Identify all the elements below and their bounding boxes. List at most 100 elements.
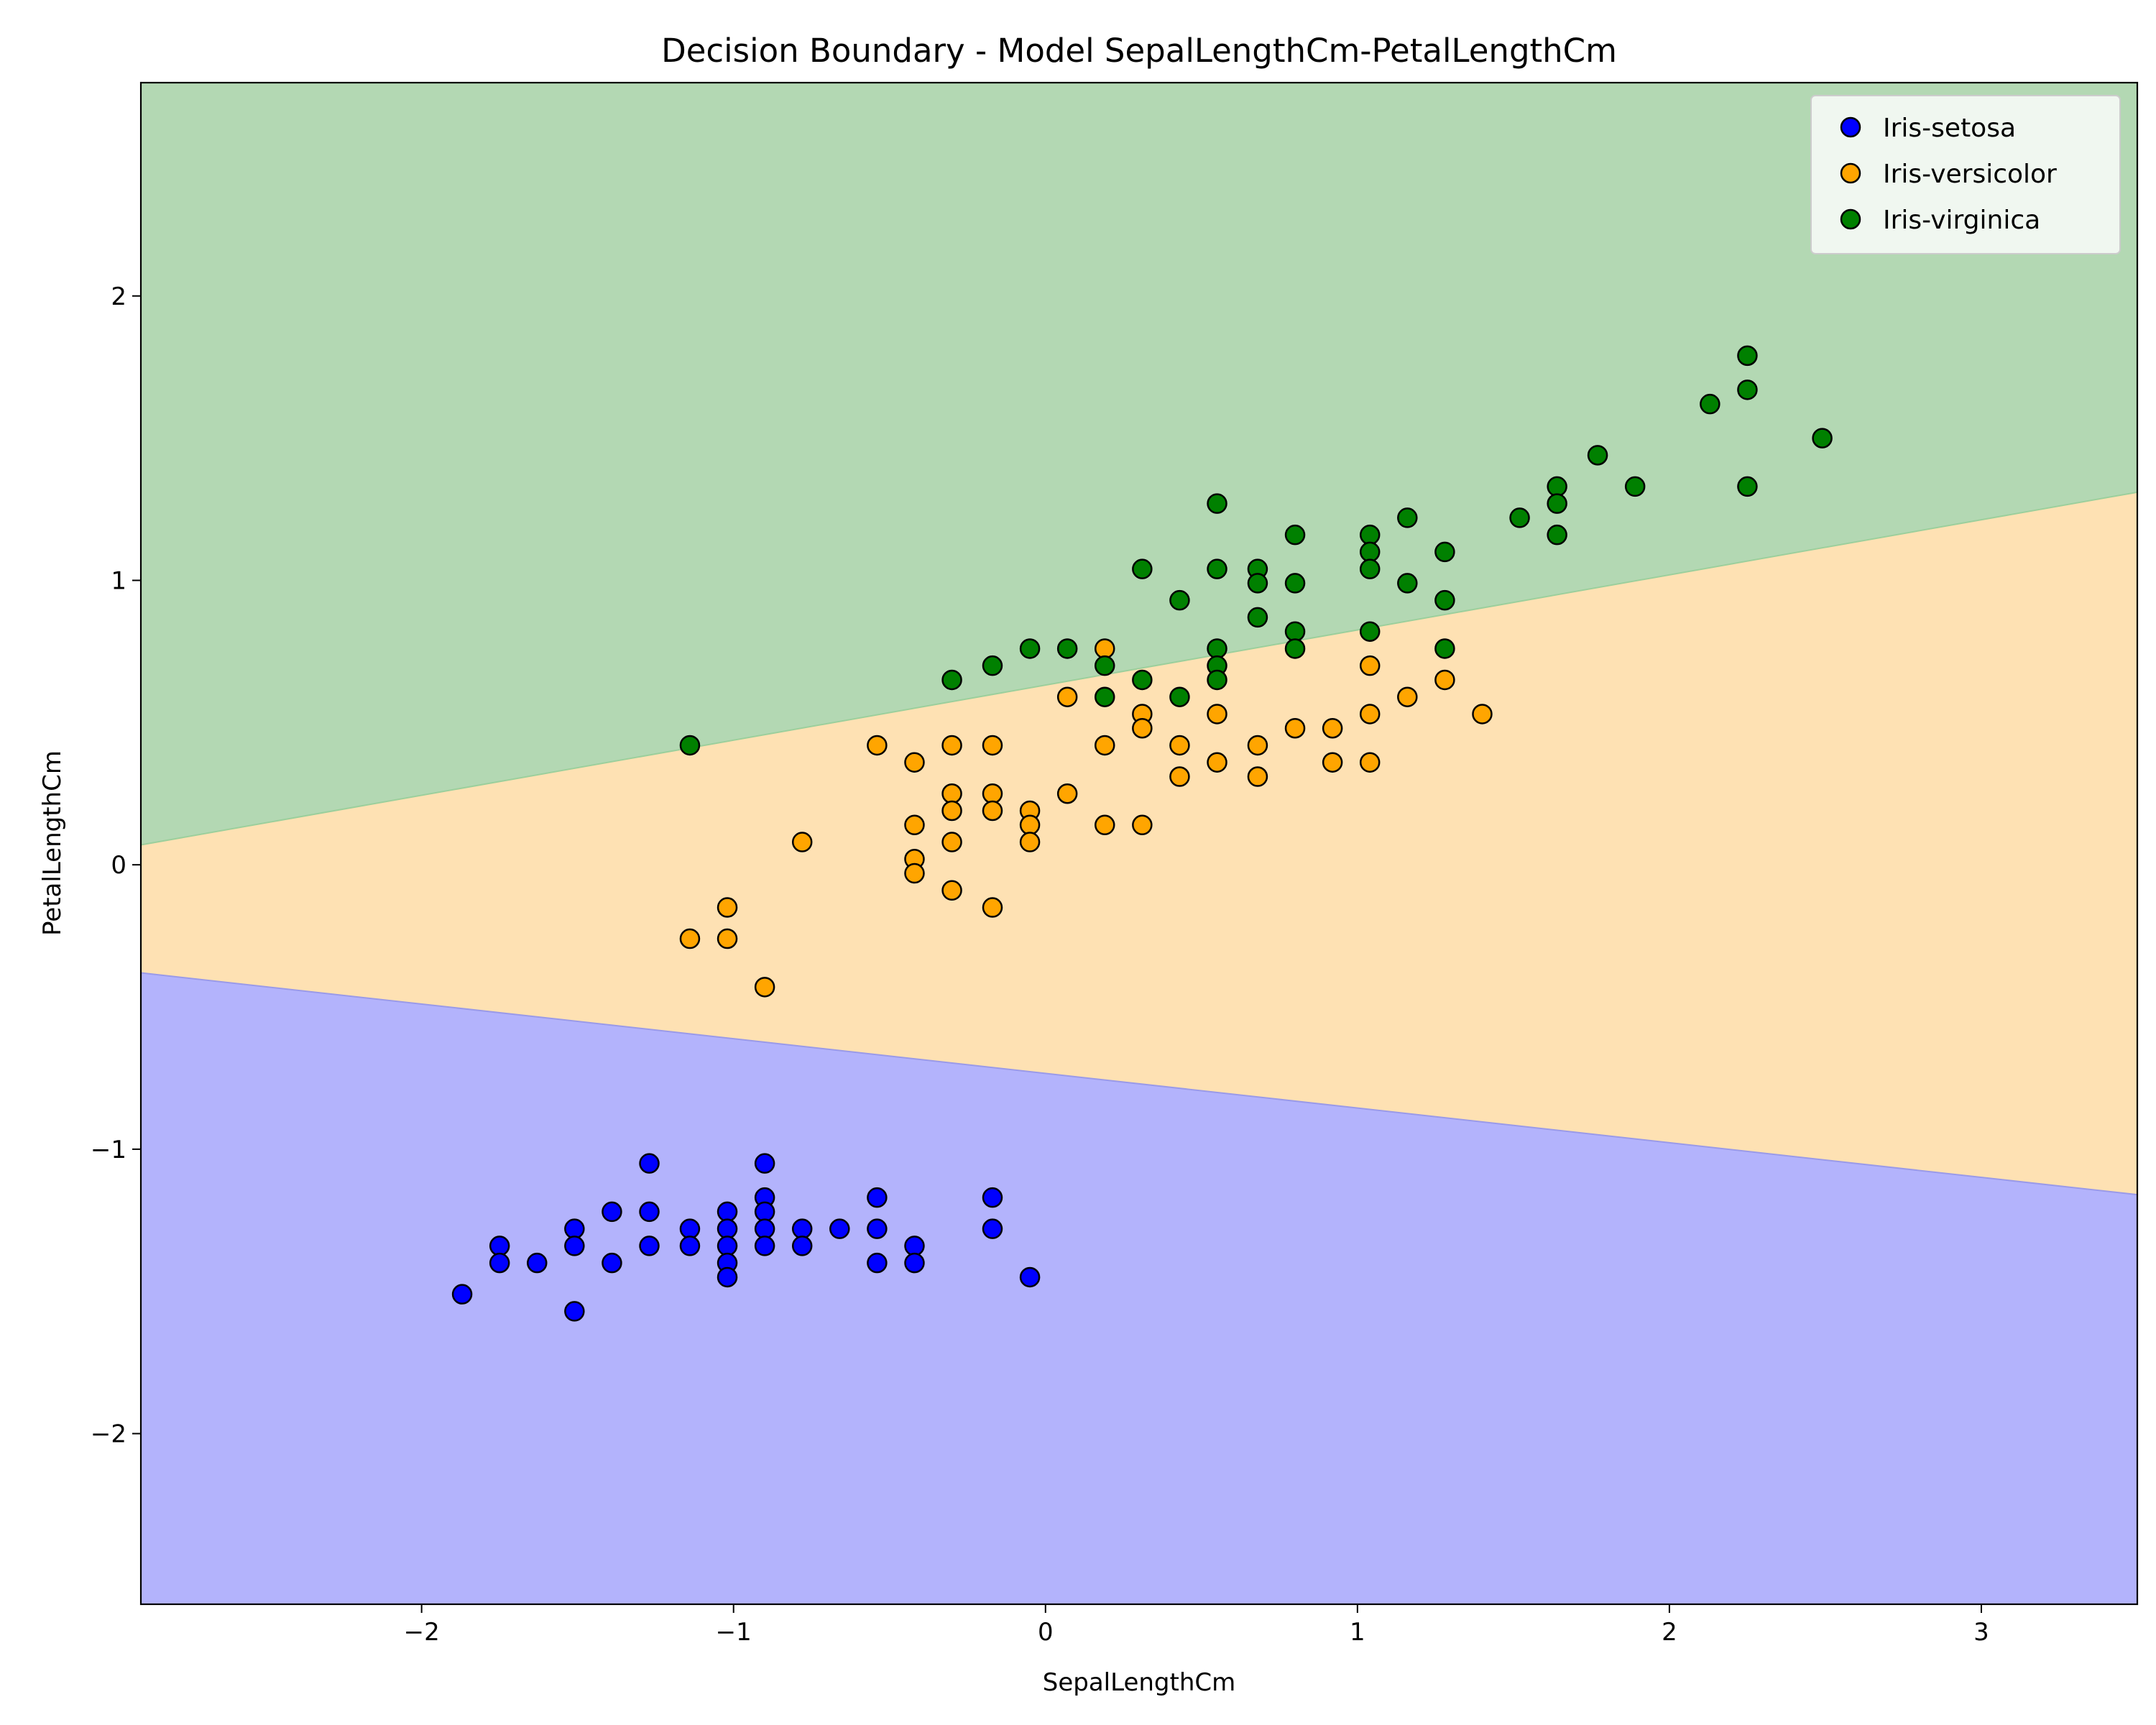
point-iris-versicolor xyxy=(1207,704,1227,724)
point-iris-setosa xyxy=(754,1236,775,1256)
point-iris-versicolor xyxy=(717,928,738,949)
point-iris-setosa xyxy=(791,1236,813,1256)
point-iris-virginica xyxy=(1359,524,1381,546)
y-tick-label: 2 xyxy=(111,282,126,311)
point-iris-virginica xyxy=(1056,638,1078,659)
point-iris-setosa xyxy=(717,1236,738,1256)
point-iris-virginica xyxy=(1169,589,1190,611)
point-iris-virginica xyxy=(1207,493,1227,514)
point-iris-virginica xyxy=(1247,607,1268,628)
region-iris-setosa xyxy=(141,972,2137,1604)
point-iris-virginica xyxy=(1359,558,1381,579)
point-iris-setosa xyxy=(679,1236,701,1256)
point-iris-virginica xyxy=(1132,669,1153,691)
point-iris-setosa xyxy=(564,1218,585,1239)
point-iris-setosa xyxy=(754,1201,775,1223)
decision-regions xyxy=(141,83,2137,1604)
point-iris-virginica xyxy=(1284,621,1306,642)
point-iris-virginica xyxy=(1095,655,1115,676)
point-iris-versicolor xyxy=(1207,752,1227,773)
x-tick-label: −2 xyxy=(404,1618,440,1647)
point-iris-versicolor xyxy=(1434,669,1455,691)
point-iris-setosa xyxy=(602,1201,622,1223)
point-iris-versicolor xyxy=(1247,766,1268,787)
legend-box xyxy=(1810,95,2121,254)
y-axis-ticks: −2 −1 0 1 2 xyxy=(91,282,141,1449)
point-iris-setosa xyxy=(982,1187,1003,1208)
point-iris-versicolor xyxy=(867,735,888,756)
point-iris-virginica xyxy=(1737,380,1758,400)
point-iris-setosa xyxy=(982,1218,1003,1239)
x-tick-label: 1 xyxy=(1350,1618,1365,1647)
point-iris-setosa xyxy=(639,1153,660,1174)
point-iris-setosa xyxy=(489,1236,510,1256)
point-iris-setosa xyxy=(564,1301,585,1322)
point-iris-virginica xyxy=(1095,686,1115,707)
x-axis-label: SepalLengthCm xyxy=(1043,1668,1236,1697)
point-iris-setosa xyxy=(1019,1266,1041,1288)
point-iris-virginica xyxy=(1737,345,1758,367)
chart-title: Decision Boundary - Model SepalLengthCm-… xyxy=(661,32,1617,70)
point-iris-setosa xyxy=(717,1218,738,1239)
boundary-line-setosa-versicolor xyxy=(141,972,2137,1196)
point-iris-versicolor xyxy=(1132,814,1153,836)
point-iris-virginica xyxy=(1359,621,1381,642)
point-iris-versicolor xyxy=(1095,638,1115,659)
point-iris-setosa xyxy=(639,1236,660,1256)
point-iris-setosa xyxy=(717,1201,738,1223)
point-iris-versicolor xyxy=(1322,752,1343,773)
point-iris-versicolor xyxy=(982,783,1003,804)
point-iris-versicolor xyxy=(1169,735,1190,756)
point-iris-virginica xyxy=(1434,638,1455,659)
point-iris-versicolor xyxy=(791,832,813,852)
point-iris-versicolor xyxy=(904,752,925,773)
point-iris-versicolor xyxy=(1095,814,1115,836)
point-iris-virginica xyxy=(1587,445,1608,466)
point-iris-versicolor xyxy=(754,977,775,998)
point-iris-setosa xyxy=(489,1252,510,1274)
y-axis-label: PetalLengthCm xyxy=(38,750,67,936)
point-iris-versicolor xyxy=(1397,686,1418,707)
point-iris-setosa xyxy=(679,1218,701,1239)
x-tick-label: 3 xyxy=(1973,1618,1989,1647)
point-iris-versicolor xyxy=(941,880,962,901)
point-iris-setosa xyxy=(564,1236,585,1256)
point-iris-virginica xyxy=(1812,428,1833,448)
point-iris-virginica xyxy=(1547,524,1567,546)
legend-marker-iris-setosa xyxy=(1840,116,1861,138)
point-iris-versicolor xyxy=(941,800,962,822)
point-iris-virginica xyxy=(1359,541,1381,563)
point-iris-virginica xyxy=(1547,476,1567,497)
point-iris-setosa xyxy=(904,1252,925,1274)
data-points xyxy=(451,345,1833,1322)
point-iris-virginica xyxy=(1207,558,1227,579)
point-iris-setosa xyxy=(867,1218,888,1239)
point-iris-versicolor xyxy=(1322,717,1343,739)
point-iris-setosa xyxy=(754,1218,775,1239)
point-iris-versicolor xyxy=(1056,686,1078,707)
point-iris-versicolor xyxy=(1472,704,1493,724)
x-tick-label: 0 xyxy=(1038,1618,1054,1647)
point-iris-versicolor xyxy=(1247,735,1268,756)
point-iris-virginica xyxy=(941,669,962,691)
point-iris-versicolor xyxy=(1132,717,1153,739)
x-tick-label: 2 xyxy=(1662,1618,1677,1647)
point-iris-versicolor xyxy=(941,783,962,804)
x-tick-label: −1 xyxy=(716,1618,752,1647)
point-iris-setosa xyxy=(867,1187,888,1208)
region-iris-versicolor xyxy=(141,492,2137,1195)
x-axis-ticks: −2 −1 0 1 2 3 xyxy=(404,1604,1989,1647)
point-iris-setosa xyxy=(754,1153,775,1174)
point-iris-virginica xyxy=(1247,573,1268,594)
point-iris-versicolor xyxy=(1359,704,1381,724)
point-iris-versicolor xyxy=(982,735,1003,756)
point-iris-versicolor xyxy=(1019,832,1041,852)
point-iris-virginica xyxy=(1397,573,1418,594)
point-iris-virginica xyxy=(1737,476,1758,497)
point-iris-versicolor xyxy=(1056,783,1078,804)
y-tick-label: 0 xyxy=(111,851,126,880)
point-iris-versicolor xyxy=(904,814,925,836)
point-iris-versicolor xyxy=(982,897,1003,918)
point-iris-setosa xyxy=(867,1252,888,1274)
point-iris-setosa xyxy=(717,1266,738,1288)
